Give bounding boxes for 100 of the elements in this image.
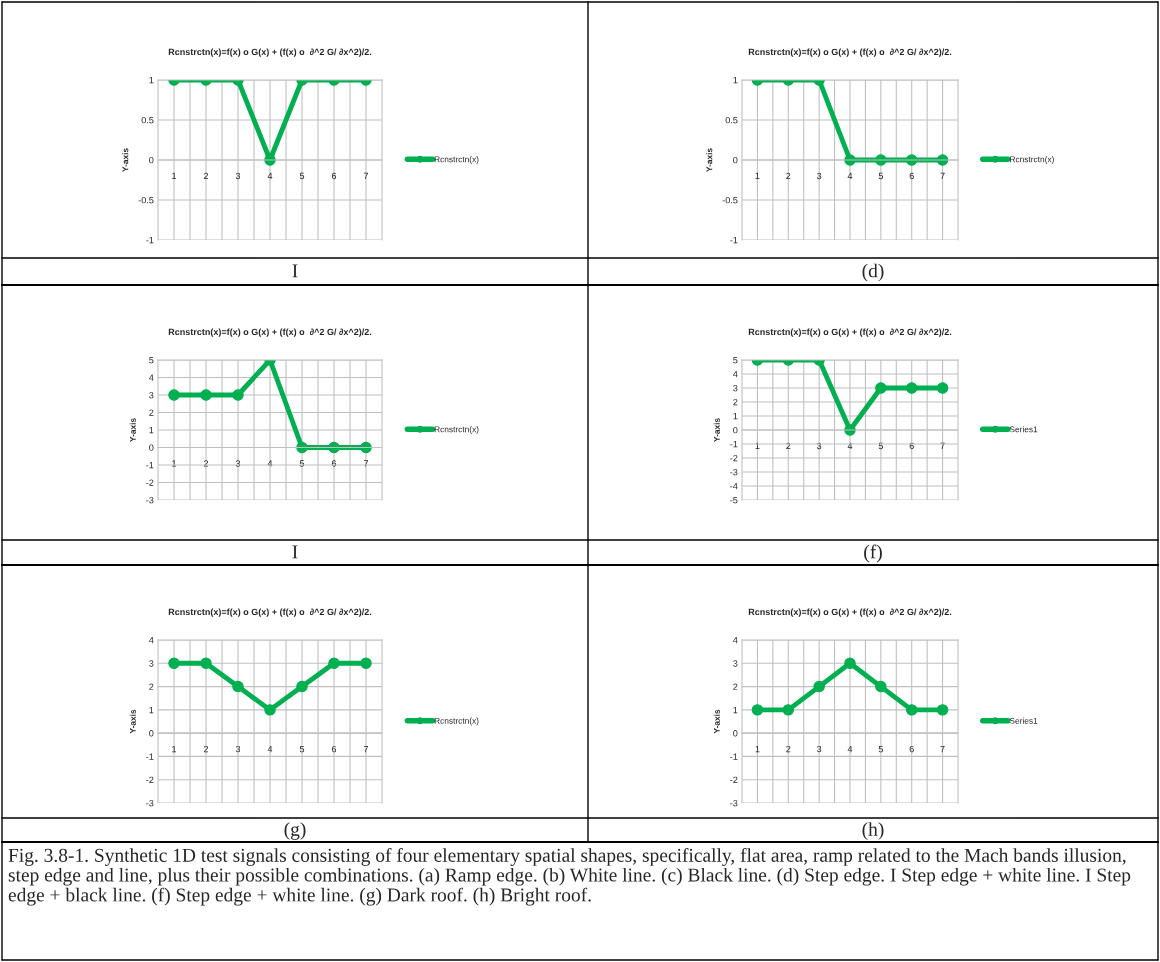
x-tick-label: 6 xyxy=(909,442,914,450)
x-tick-label: 7 xyxy=(363,172,369,180)
y-tick-label: 0.5 xyxy=(725,116,738,124)
x-tick-label: 2 xyxy=(203,745,209,753)
y-tick-label: -1 xyxy=(146,237,154,244)
y-tick-label: 1 xyxy=(149,427,154,434)
point xyxy=(782,704,795,716)
legend-label: Rcnstrctn(x) xyxy=(434,717,479,726)
x-tick-label: 2 xyxy=(786,172,791,180)
point xyxy=(875,680,887,693)
caption: Fig. 3.8-1. Synthetic 1D test signals consisting of four elementary spatial shapes, specifically, flat area, ramp related to the Mach bands illusion, step edge and line, plus their possible combinations. (a) Ramp edge. (b) White line. (c) Black line. (d) Step edge. I Step edge + white line. I Step edge + black line. (f) Step edge + white line. (g) Dark roof. (h) Bright roof. xyxy=(8,848,1131,906)
point xyxy=(264,704,276,716)
x-tick-label: 3 xyxy=(816,745,822,753)
x-tick-label: 5 xyxy=(299,172,305,180)
y-tick-label: 1 xyxy=(733,706,738,714)
y-tick-label: 2 xyxy=(149,409,154,416)
text: (g) xyxy=(284,822,306,840)
x-tick-label: 4 xyxy=(847,442,853,450)
y-tick-label: 2 xyxy=(149,683,154,690)
legend-label: Rcnstrctn(x) xyxy=(1010,156,1054,164)
text: (d) xyxy=(862,263,884,282)
y-tick-label: -3 xyxy=(730,799,738,807)
y-tick-label: 5 xyxy=(733,357,738,364)
x-tick-label: 3 xyxy=(235,460,241,467)
y-tick-label: -0.5 xyxy=(722,196,738,204)
x-tick-label: 1 xyxy=(172,172,177,180)
y-axis-title: Y-axis xyxy=(713,709,720,734)
y-tick-label: 1 xyxy=(149,77,154,84)
x-tick-label: 6 xyxy=(331,172,337,180)
y-tick-label: -1 xyxy=(730,441,738,448)
y-tick-label: 3 xyxy=(149,391,154,399)
y-tick-label: 1 xyxy=(733,77,738,84)
y-tick-label: 0 xyxy=(733,730,738,737)
y-tick-label: 0 xyxy=(149,156,154,164)
x-tick-label: 5 xyxy=(878,745,883,753)
y-tick-label: 5 xyxy=(149,357,154,364)
x-tick-label: 4 xyxy=(267,745,273,753)
x-tick-label: 2 xyxy=(203,172,209,180)
x-tick-label: 5 xyxy=(299,745,305,753)
x-tick-label: 3 xyxy=(816,172,822,180)
x-tick-label: 3 xyxy=(235,172,241,180)
y-tick-label: -1 xyxy=(146,753,154,760)
point xyxy=(168,657,180,670)
chart-title: Rcnstrctn(x)=f(x) o G(x) + (f(x) o ∂^2 G/ ∂x^2)/2. xyxy=(168,608,372,617)
y-tick-label: 1 xyxy=(149,706,154,714)
y-tick-label: 0 xyxy=(149,444,154,451)
y-tick-label: 0 xyxy=(733,156,738,164)
y-tick-label: -3 xyxy=(146,496,154,504)
y-tick-label: -5 xyxy=(730,497,738,504)
legend-label: Series1 xyxy=(1009,426,1038,433)
x-tick-label: 4 xyxy=(267,172,273,180)
text: I xyxy=(292,545,298,559)
x-tick-label: 6 xyxy=(331,460,337,467)
y-tick-label: 2 xyxy=(733,683,738,690)
x-tick-label: 3 xyxy=(235,745,241,753)
chart-title: Rcnstrctn(x)=f(x) o G(x) + (f(x) o ∂^2 G/ ∂x^2)/2. xyxy=(168,328,372,337)
y-tick-label: -1 xyxy=(146,462,154,469)
text: (f) xyxy=(864,544,882,563)
y-axis-title: Y-axis xyxy=(129,418,136,442)
x-tick-label: 7 xyxy=(940,745,945,753)
x-tick-label: 2 xyxy=(786,442,791,450)
x-tick-label: 3 xyxy=(816,442,822,450)
point xyxy=(328,657,340,670)
point xyxy=(232,680,244,693)
x-tick-label: 7 xyxy=(363,460,369,467)
x-tick-label: 1 xyxy=(755,442,760,450)
x-tick-label: 1 xyxy=(755,745,760,753)
y-tick-label: -2 xyxy=(730,776,738,783)
x-tick-label: 7 xyxy=(940,442,945,450)
point xyxy=(905,704,918,716)
x-tick-label: 4 xyxy=(847,745,853,753)
y-tick-label: 0 xyxy=(733,426,738,434)
y-tick-label: 0 xyxy=(149,730,154,737)
x-tick-label: 1 xyxy=(172,460,177,467)
y-tick-label: 2 xyxy=(733,398,738,406)
point xyxy=(813,680,825,693)
y-tick-label: 1 xyxy=(733,413,738,420)
point xyxy=(936,704,949,716)
x-tick-label: 4 xyxy=(847,172,853,180)
legend-label: Series1 xyxy=(1009,717,1038,724)
y-axis-title: Y-axis xyxy=(706,148,713,172)
x-tick-label: 6 xyxy=(909,172,914,180)
y-tick-label: -3 xyxy=(730,468,738,476)
y-axis-title: Y-axis xyxy=(713,418,720,442)
y-tick-label: -2 xyxy=(730,454,738,462)
chart-title: Rcnstrctn(x)=f(x) o G(x) + (f(x) o ∂^2 G/ ∂x^2)/2. xyxy=(748,608,952,617)
point xyxy=(360,657,372,670)
point xyxy=(844,657,856,670)
y-tick-label: -3 xyxy=(146,799,154,807)
y-axis-title: Y-axis xyxy=(129,709,136,734)
x-tick-label: 1 xyxy=(755,172,760,180)
y-axis-title: Y-axis xyxy=(122,148,129,172)
legend-label: Rcnstrctn(x) xyxy=(434,156,479,164)
x-tick-label: 7 xyxy=(363,745,369,753)
point xyxy=(296,680,308,693)
text: I xyxy=(292,264,298,278)
x-tick-label: 2 xyxy=(203,460,209,467)
y-tick-label: 0.5 xyxy=(141,116,154,124)
y-tick-label: 3 xyxy=(733,660,738,667)
y-tick-label: 4 xyxy=(733,637,738,644)
